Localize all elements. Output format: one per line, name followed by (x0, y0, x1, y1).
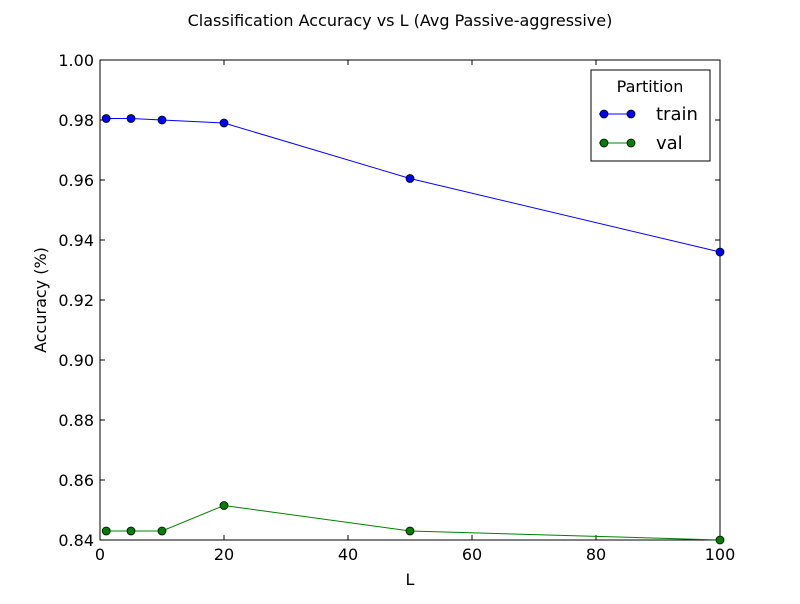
data-point-val (126, 526, 136, 536)
y-axis-label: Accuracy (%) (31, 247, 50, 353)
series-line-val (106, 504, 721, 541)
legend: Partition train val (590, 69, 711, 162)
data-point-val (405, 526, 415, 536)
x-tick-label: 100 (705, 545, 736, 564)
y-tick-label: 0.84 (58, 531, 94, 550)
y-tick-label: 0.90 (58, 351, 94, 370)
legend-items: train val (599, 104, 698, 154)
data-point-val (715, 535, 725, 545)
x-tick-label: 60 (462, 545, 482, 564)
legend-label-train: train (656, 104, 698, 125)
chart-title: Classification Accuracy vs L (Avg Passiv… (188, 11, 613, 30)
x-tick-label: 0 (95, 545, 105, 564)
legend-title: Partition (617, 77, 684, 96)
legend-marker-train (599, 109, 609, 119)
y-tick-label: 1.00 (58, 51, 94, 70)
y-tick-label: 0.86 (58, 471, 94, 490)
plot-area: 0 20 40 60 80 100 0.84 0.86 0.88 0.90 0.92 0.94 0.96… (58, 51, 735, 564)
x-tick-label: 40 (338, 545, 358, 564)
y-tick-label: 0.98 (58, 111, 94, 130)
data-point-train (126, 114, 136, 123)
data-point-train (101, 114, 111, 123)
y-tick-label: 0.94 (58, 231, 94, 250)
legend-label-val: val (656, 133, 683, 154)
legend-marker-val (626, 138, 636, 148)
data-point-train (219, 118, 229, 128)
y-tick-label: 0.92 (58, 291, 94, 310)
x-tick-label: 80 (586, 545, 606, 564)
legend-marker-train (626, 109, 636, 119)
data-point-train (715, 247, 725, 257)
data-point-val (157, 526, 167, 536)
x-axis-label: L (406, 570, 415, 589)
data-point-train (405, 174, 415, 183)
data-point-val (219, 501, 229, 510)
legend-box (590, 69, 711, 162)
x-tick-label: 20 (214, 545, 234, 564)
legend-marker-val (599, 138, 609, 148)
data-point-val (101, 526, 111, 536)
y-tick-label: 0.96 (58, 171, 94, 190)
y-tick-label: 0.88 (58, 411, 94, 430)
data-point-train (157, 115, 167, 125)
